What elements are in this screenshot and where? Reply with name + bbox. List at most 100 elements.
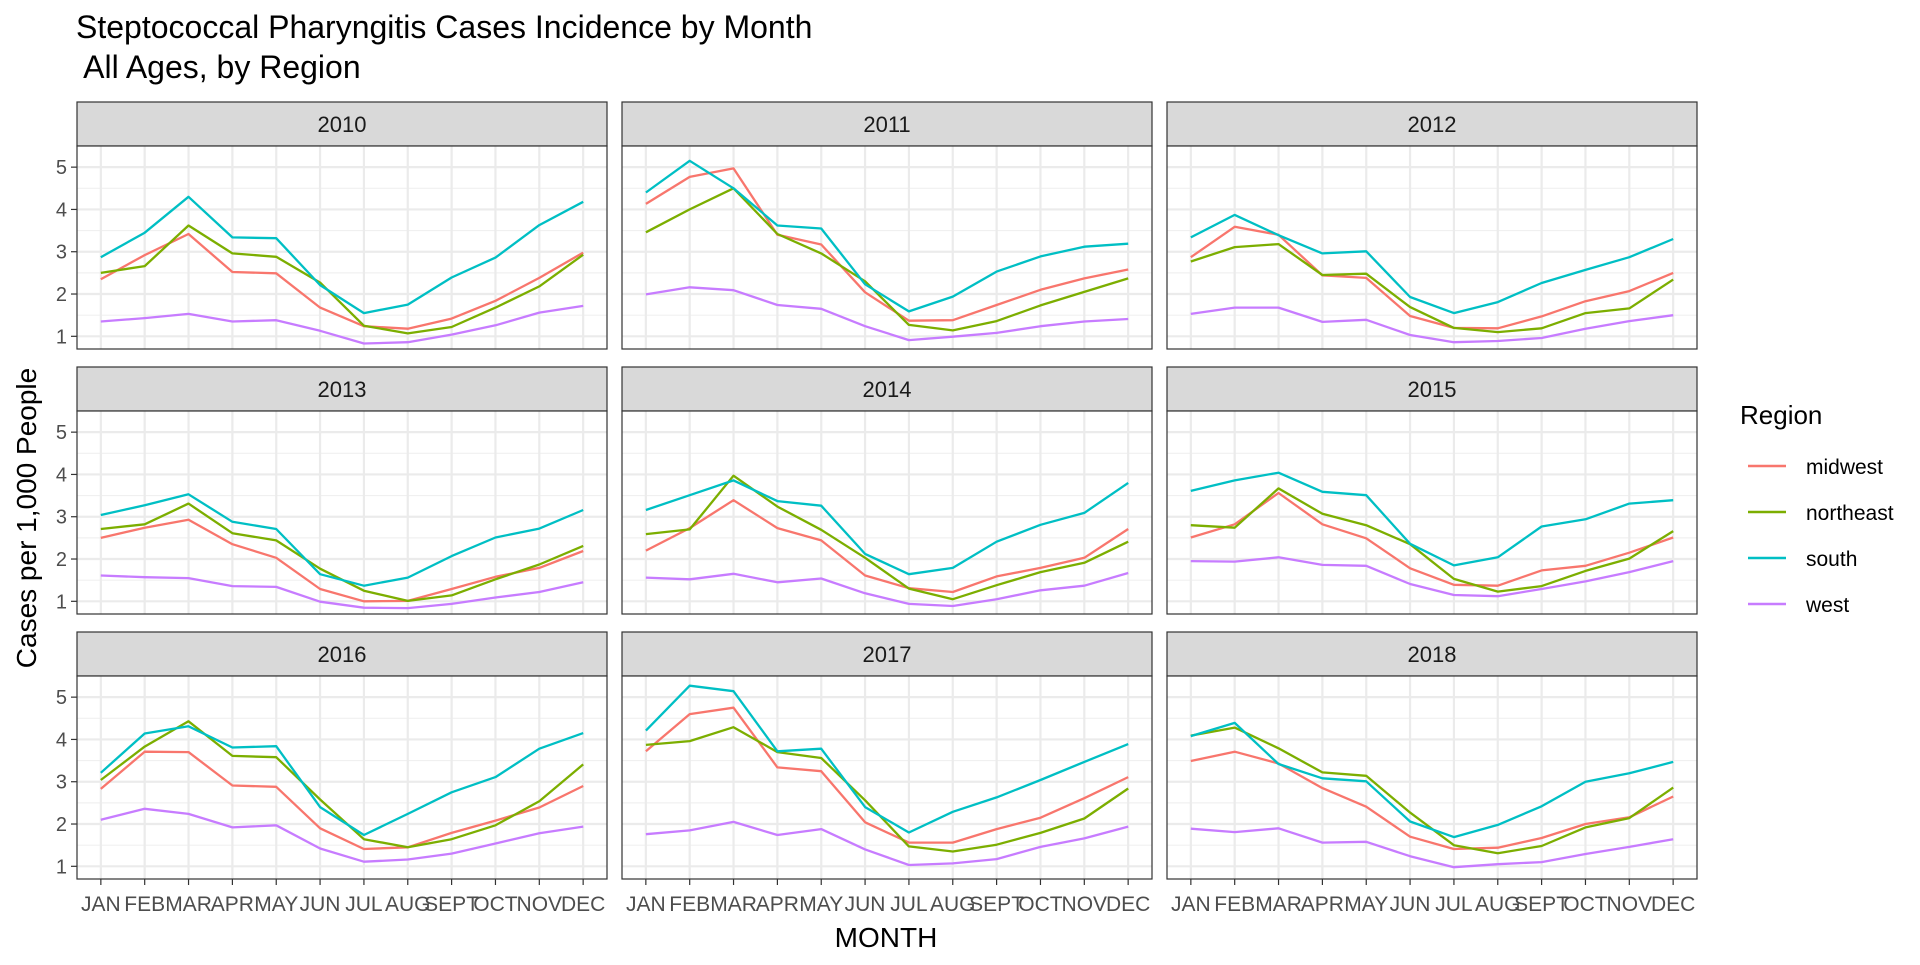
series-line-northeast	[645, 726, 1129, 853]
panel-2013: 2013 1 2 3 4 5	[56, 366, 608, 615]
series-line-northeast	[1190, 487, 1674, 593]
series-line-south	[1190, 213, 1674, 315]
x-tick-label: MAY	[799, 893, 843, 916]
legend-label-midwest: midwest	[1806, 456, 1883, 479]
x-tick-label: JUN	[845, 893, 886, 916]
legend-label-west: west	[1805, 594, 1849, 617]
panel-strip	[1166, 101, 1698, 147]
x-tick-label: MAR	[1255, 893, 1302, 916]
panel-plot-area	[622, 146, 1152, 349]
x-tick-label: NOV	[517, 893, 563, 916]
panel-border	[76, 675, 608, 880]
x-tick-label: OCT	[1018, 893, 1063, 916]
y-axis-label: Cases per 1,000 People	[11, 368, 42, 668]
series-line-south	[100, 195, 584, 315]
x-tick-label: SEPT	[1514, 893, 1569, 916]
panel-strip	[76, 631, 608, 677]
x-tick-label: OCT	[1563, 893, 1608, 916]
x-tick-label: MAR	[710, 893, 757, 916]
x-tick-label: FEB	[669, 893, 710, 916]
series-line-west	[100, 574, 584, 610]
x-tick-label: JUN	[300, 893, 341, 916]
x-tick-label: FEB	[1214, 893, 1255, 916]
series-line-west	[1190, 306, 1674, 344]
series-line-midwest	[100, 750, 584, 851]
series-line-west	[100, 807, 584, 863]
series-line-midwest	[1190, 491, 1674, 587]
series-line-midwest	[100, 518, 584, 603]
x-tick-label: JUL	[890, 893, 927, 916]
series-line-northeast	[100, 720, 584, 849]
panel-border	[621, 675, 1153, 880]
x-axis-label: MONTH	[835, 922, 938, 953]
y-tick-label: 3	[56, 242, 67, 264]
x-tick-label: DEC	[1651, 893, 1695, 916]
series-line-midwest	[1190, 750, 1674, 851]
y-tick-label: 1	[56, 856, 67, 878]
panel-strip	[1166, 366, 1698, 412]
x-tick-label: JUL	[1435, 893, 1472, 916]
panel-strip-label: 2014	[863, 377, 912, 402]
panel-strip-label: 2017	[863, 642, 912, 667]
series-line-west	[1190, 827, 1674, 869]
panel-strip	[76, 101, 608, 147]
panel-2012: 2012	[1166, 101, 1698, 350]
series-line-west	[645, 571, 1129, 608]
x-tick-label: FEB	[124, 893, 165, 916]
panel-border	[621, 410, 1153, 615]
panel-plot-area	[77, 411, 607, 614]
x-tick-label: JAN	[81, 893, 121, 916]
panel-plot-area	[1167, 411, 1697, 614]
panel-strip-label: 2018	[1408, 642, 1457, 667]
series-line-midwest	[645, 706, 1129, 844]
y-tick-label: 4	[56, 729, 67, 751]
y-tick-label: 4	[56, 199, 67, 221]
panel-strip-label: 2010	[318, 112, 367, 137]
series-line-west	[645, 286, 1129, 342]
panel-border	[1166, 145, 1698, 350]
y-tick-label: 2	[56, 814, 67, 836]
x-tick-label: JAN	[626, 893, 666, 916]
x-tick-label: NOV	[1062, 893, 1108, 916]
panel-strip-label: 2016	[318, 642, 367, 667]
x-tick-label: JAN	[1171, 893, 1211, 916]
series-line-west	[1190, 556, 1674, 598]
series-line-midwest	[100, 232, 584, 330]
panel-strip	[621, 366, 1153, 412]
x-tick-label: MAY	[254, 893, 298, 916]
y-tick-label: 5	[56, 687, 67, 709]
x-tick-label: JUN	[1390, 893, 1431, 916]
panel-border	[1166, 410, 1698, 615]
panel-2011: 2011	[621, 101, 1153, 350]
series-line-northeast	[645, 187, 1129, 332]
x-tick-label: APR	[211, 893, 254, 916]
panel-border	[76, 410, 608, 615]
x-tick-label: AUG	[385, 893, 431, 916]
series-line-south	[645, 479, 1129, 576]
panel-plot-area	[77, 676, 607, 879]
series-line-south	[645, 159, 1129, 313]
y-tick-label: 3	[56, 772, 67, 794]
chart-title: Steptococcal Pharyngitis Cases Incidence…	[76, 9, 812, 45]
series-line-northeast	[100, 224, 584, 335]
panel-strip	[621, 631, 1153, 677]
panel-strip	[76, 366, 608, 412]
series-line-midwest	[1190, 225, 1674, 330]
x-tick-label: MAR	[165, 893, 212, 916]
x-tick-label: MAY	[1344, 893, 1388, 916]
y-tick-label: 2	[56, 549, 67, 571]
panel-strip-label: 2013	[318, 377, 367, 402]
legend-label-northeast: northeast	[1806, 502, 1894, 525]
y-tick-label: 5	[56, 422, 67, 444]
series-line-west	[645, 820, 1129, 867]
panel-strip-label: 2011	[863, 112, 910, 137]
y-tick-label: 3	[56, 507, 67, 529]
panel-strip	[621, 101, 1153, 147]
panel-2014: 2014	[621, 366, 1153, 615]
x-tick-label: AUG	[1475, 893, 1521, 916]
panel-strip-label: 2012	[1408, 112, 1457, 137]
